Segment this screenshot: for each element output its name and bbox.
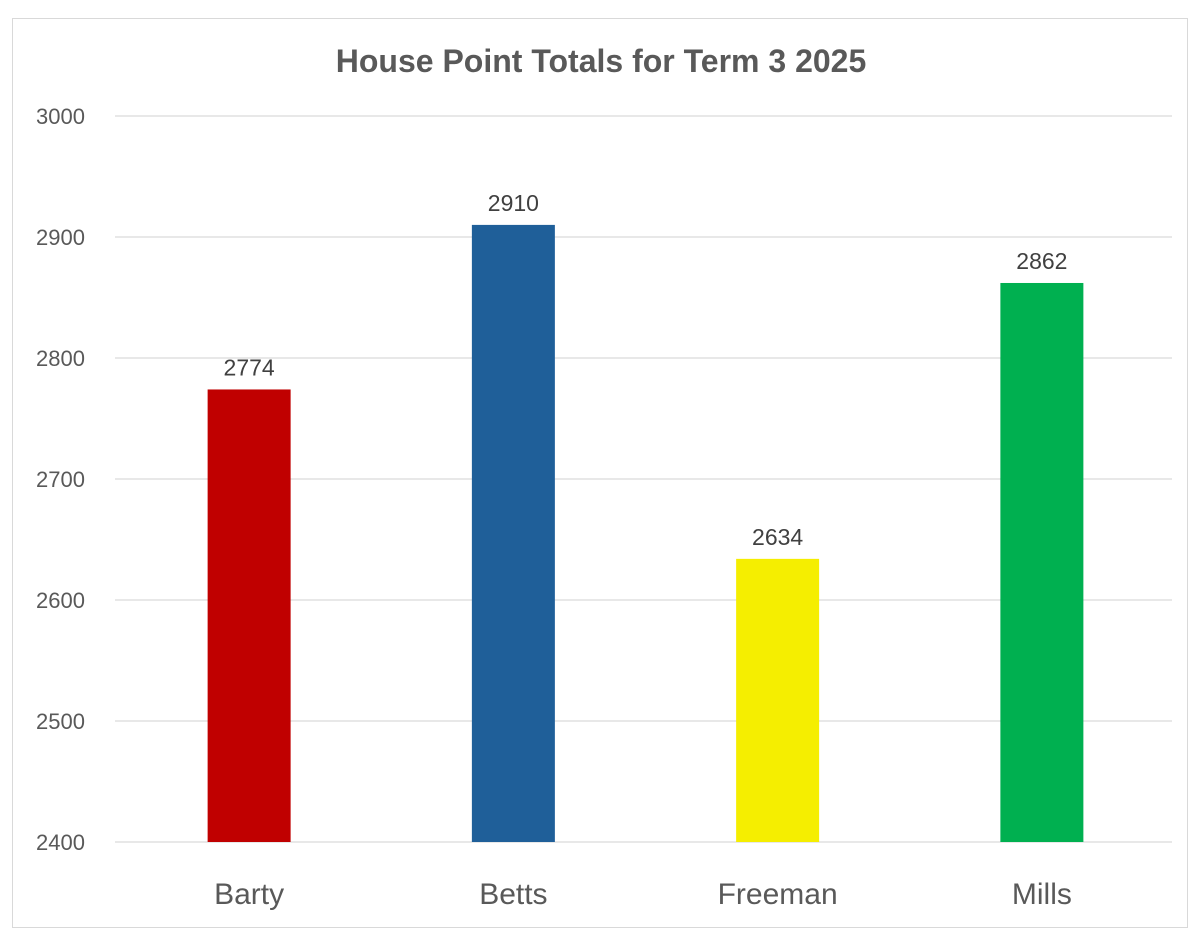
- y-tick-label: 2400: [36, 830, 85, 855]
- bar-mills: [1000, 282, 1084, 843]
- data-label: 2634: [752, 524, 803, 550]
- x-tick-label: Barty: [214, 878, 284, 911]
- chart-title: House Point Totals for Term 3 2025: [336, 43, 867, 79]
- y-tick-label: 2500: [36, 709, 85, 734]
- y-tick-label: 2900: [36, 225, 85, 250]
- y-tick-label: 2600: [36, 588, 85, 613]
- bar-freeman: [736, 558, 820, 842]
- x-tick-label: Freeman: [718, 878, 838, 911]
- data-label: 2774: [224, 354, 275, 380]
- y-tick-label: 3000: [36, 104, 85, 129]
- x-tick-label: Mills: [1012, 878, 1072, 911]
- y-tick-label: 2700: [36, 467, 85, 492]
- chart-frame: [12, 18, 1188, 928]
- bar-barty: [207, 389, 291, 842]
- data-label: 2910: [488, 190, 539, 216]
- y-tick-label: 2800: [36, 346, 85, 371]
- data-label: 2862: [1016, 248, 1067, 274]
- x-tick-label: Betts: [479, 878, 547, 911]
- bar-betts: [471, 224, 555, 842]
